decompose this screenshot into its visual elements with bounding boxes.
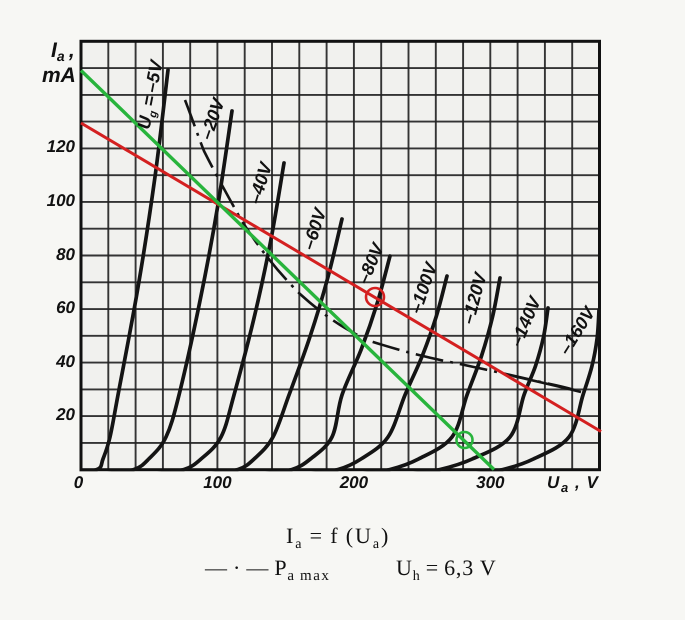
svg-text:mA: mA — [42, 64, 76, 87]
svg-text:60: 60 — [56, 298, 75, 317]
svg-text:Ia = f (Ua): Ia = f (Ua) — [286, 523, 390, 552]
svg-text:20: 20 — [55, 405, 75, 424]
svg-text:300: 300 — [476, 473, 505, 492]
svg-text:Uh = 6,3 V: Uh = 6,3 V — [396, 555, 497, 584]
svg-text:40: 40 — [55, 352, 75, 371]
svg-text:0: 0 — [74, 473, 84, 492]
svg-text:100: 100 — [203, 473, 232, 492]
svg-text:80: 80 — [56, 245, 75, 264]
svg-text:120: 120 — [47, 137, 76, 156]
svg-text:Ua , V: Ua , V — [547, 473, 600, 495]
svg-text:200: 200 — [339, 473, 369, 492]
svg-text:100: 100 — [47, 191, 76, 210]
